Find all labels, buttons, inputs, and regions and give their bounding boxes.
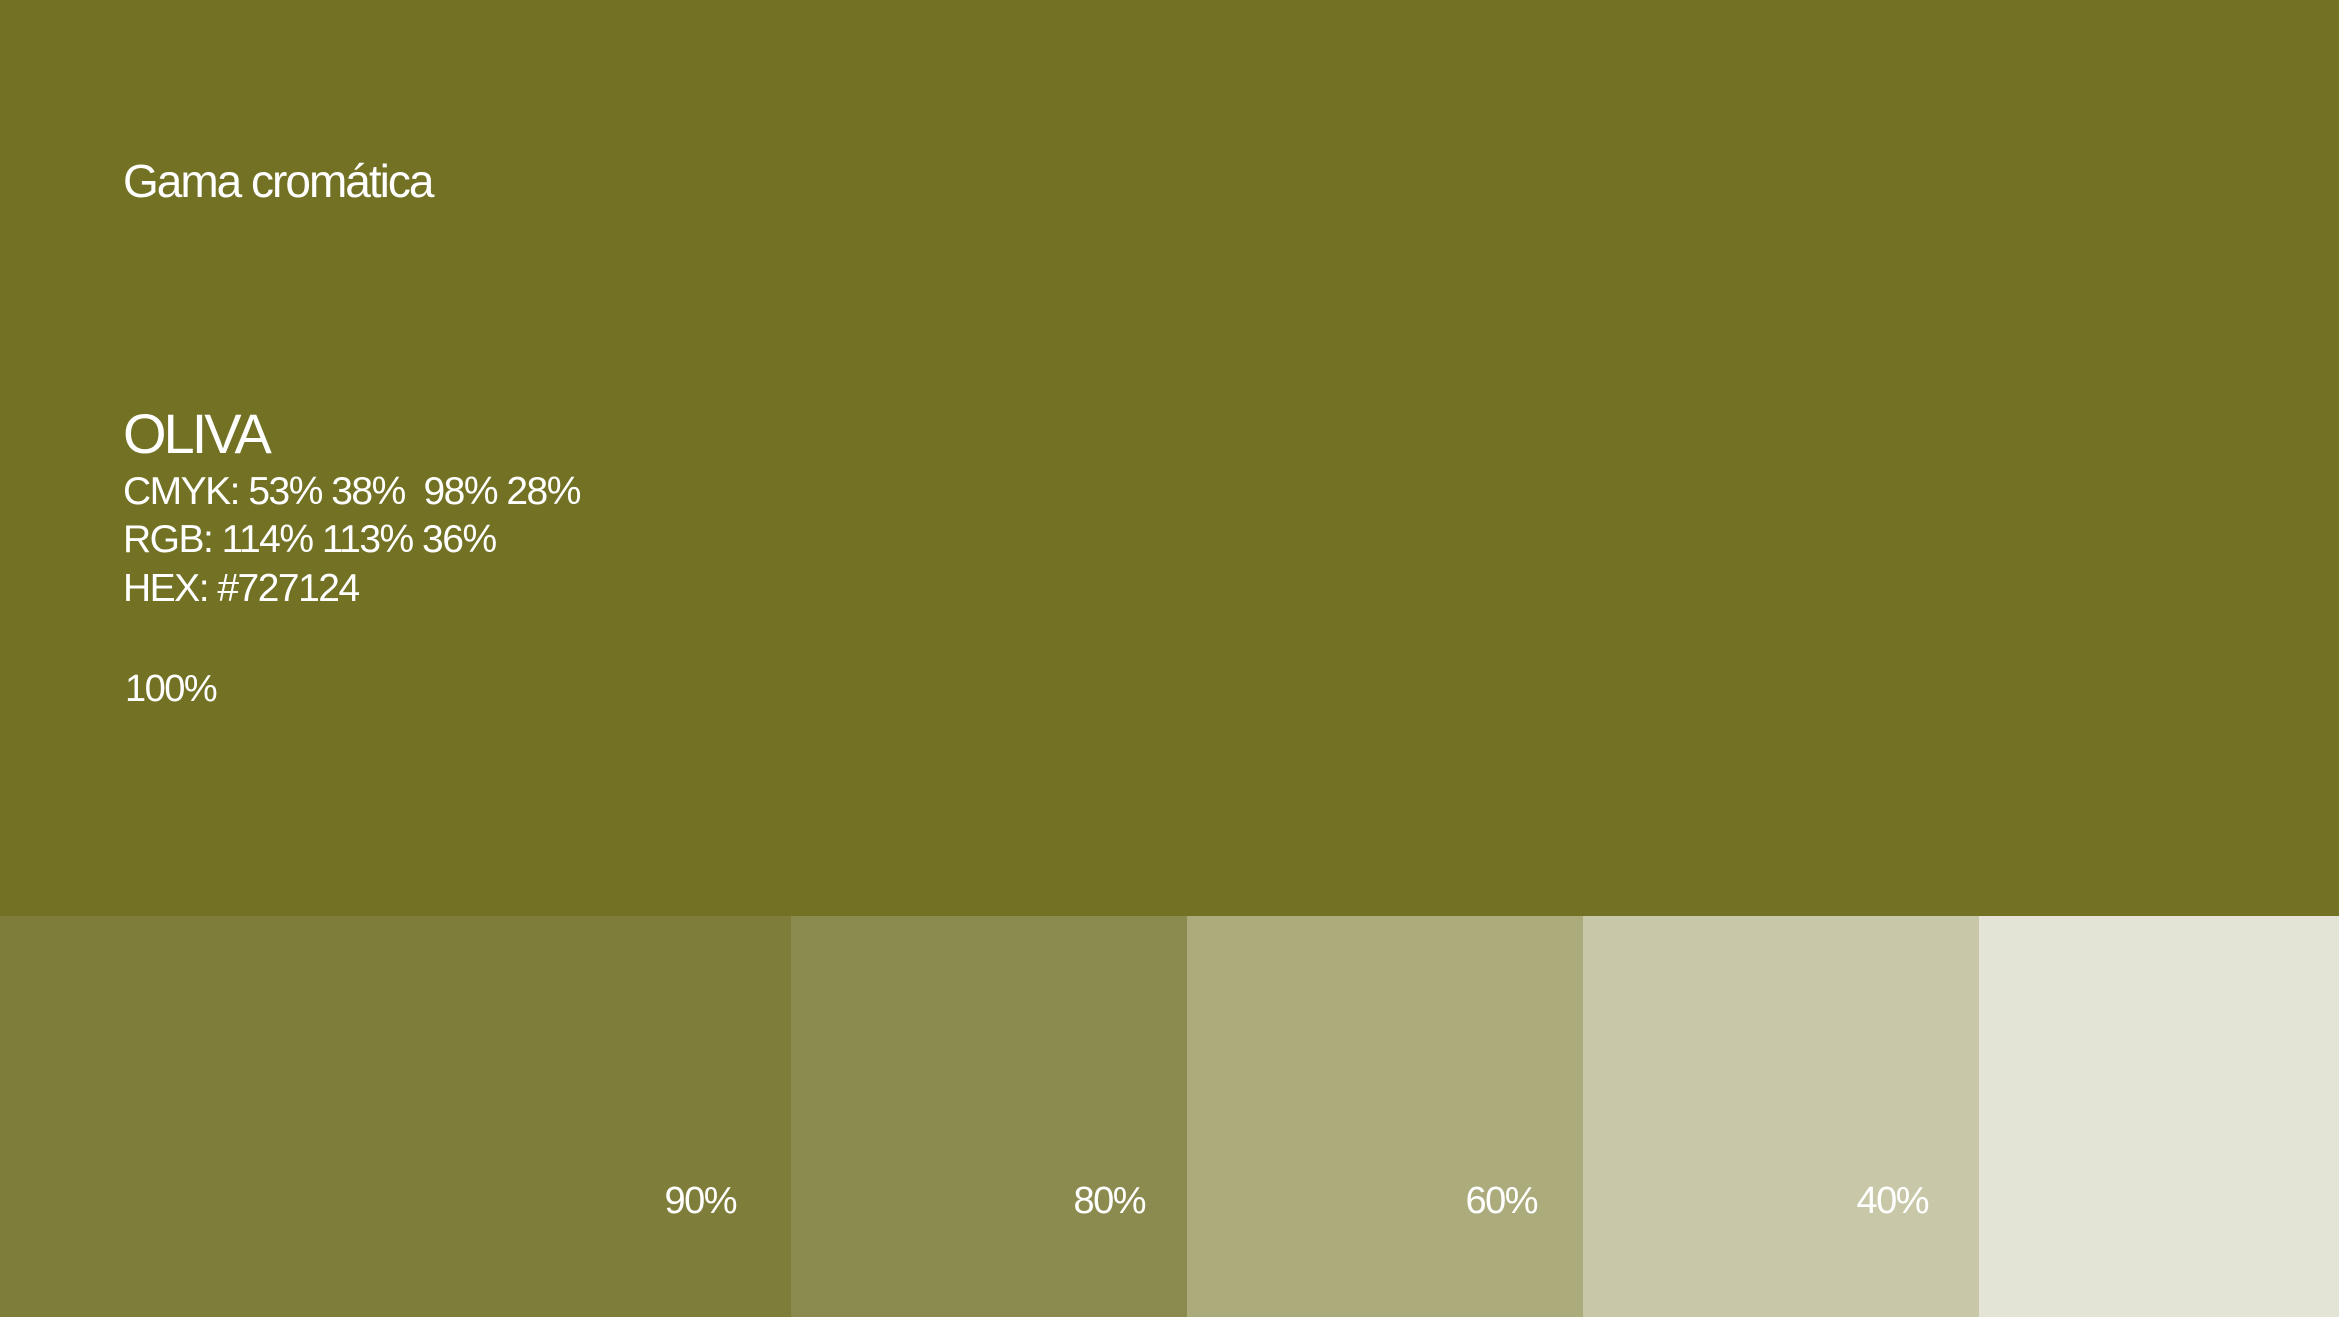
tint-label: 90% bbox=[664, 1180, 737, 1222]
tint-strip: 90% 80% 60% 40% bbox=[0, 916, 2339, 1317]
tint-label: 60% bbox=[1465, 1180, 1538, 1222]
tint-swatch-lightest bbox=[1979, 916, 2339, 1317]
tint-swatch-80: 80% bbox=[791, 916, 1187, 1317]
tint-label: 40% bbox=[1856, 1180, 1929, 1222]
main-color-swatch: Gama cromática OLIVA CMYK: 53% 38% 98% 2… bbox=[123, 155, 581, 710]
main-percent-label: 100% bbox=[125, 668, 218, 710]
tint-swatch-90: 90% bbox=[0, 916, 791, 1317]
cmyk-value: CMYK: 53% 38% 98% 28% bbox=[123, 470, 581, 513]
section-title: Gama cromática bbox=[123, 155, 434, 207]
tint-swatch-40: 40% bbox=[1583, 916, 1979, 1317]
hex-value: HEX: #727124 bbox=[123, 567, 360, 610]
rgb-value: RGB: 114% 113% 36% bbox=[123, 518, 497, 561]
tint-label: 80% bbox=[1073, 1180, 1146, 1222]
color-name: OLIVA bbox=[123, 402, 272, 465]
tint-swatch-60: 60% bbox=[1187, 916, 1583, 1317]
